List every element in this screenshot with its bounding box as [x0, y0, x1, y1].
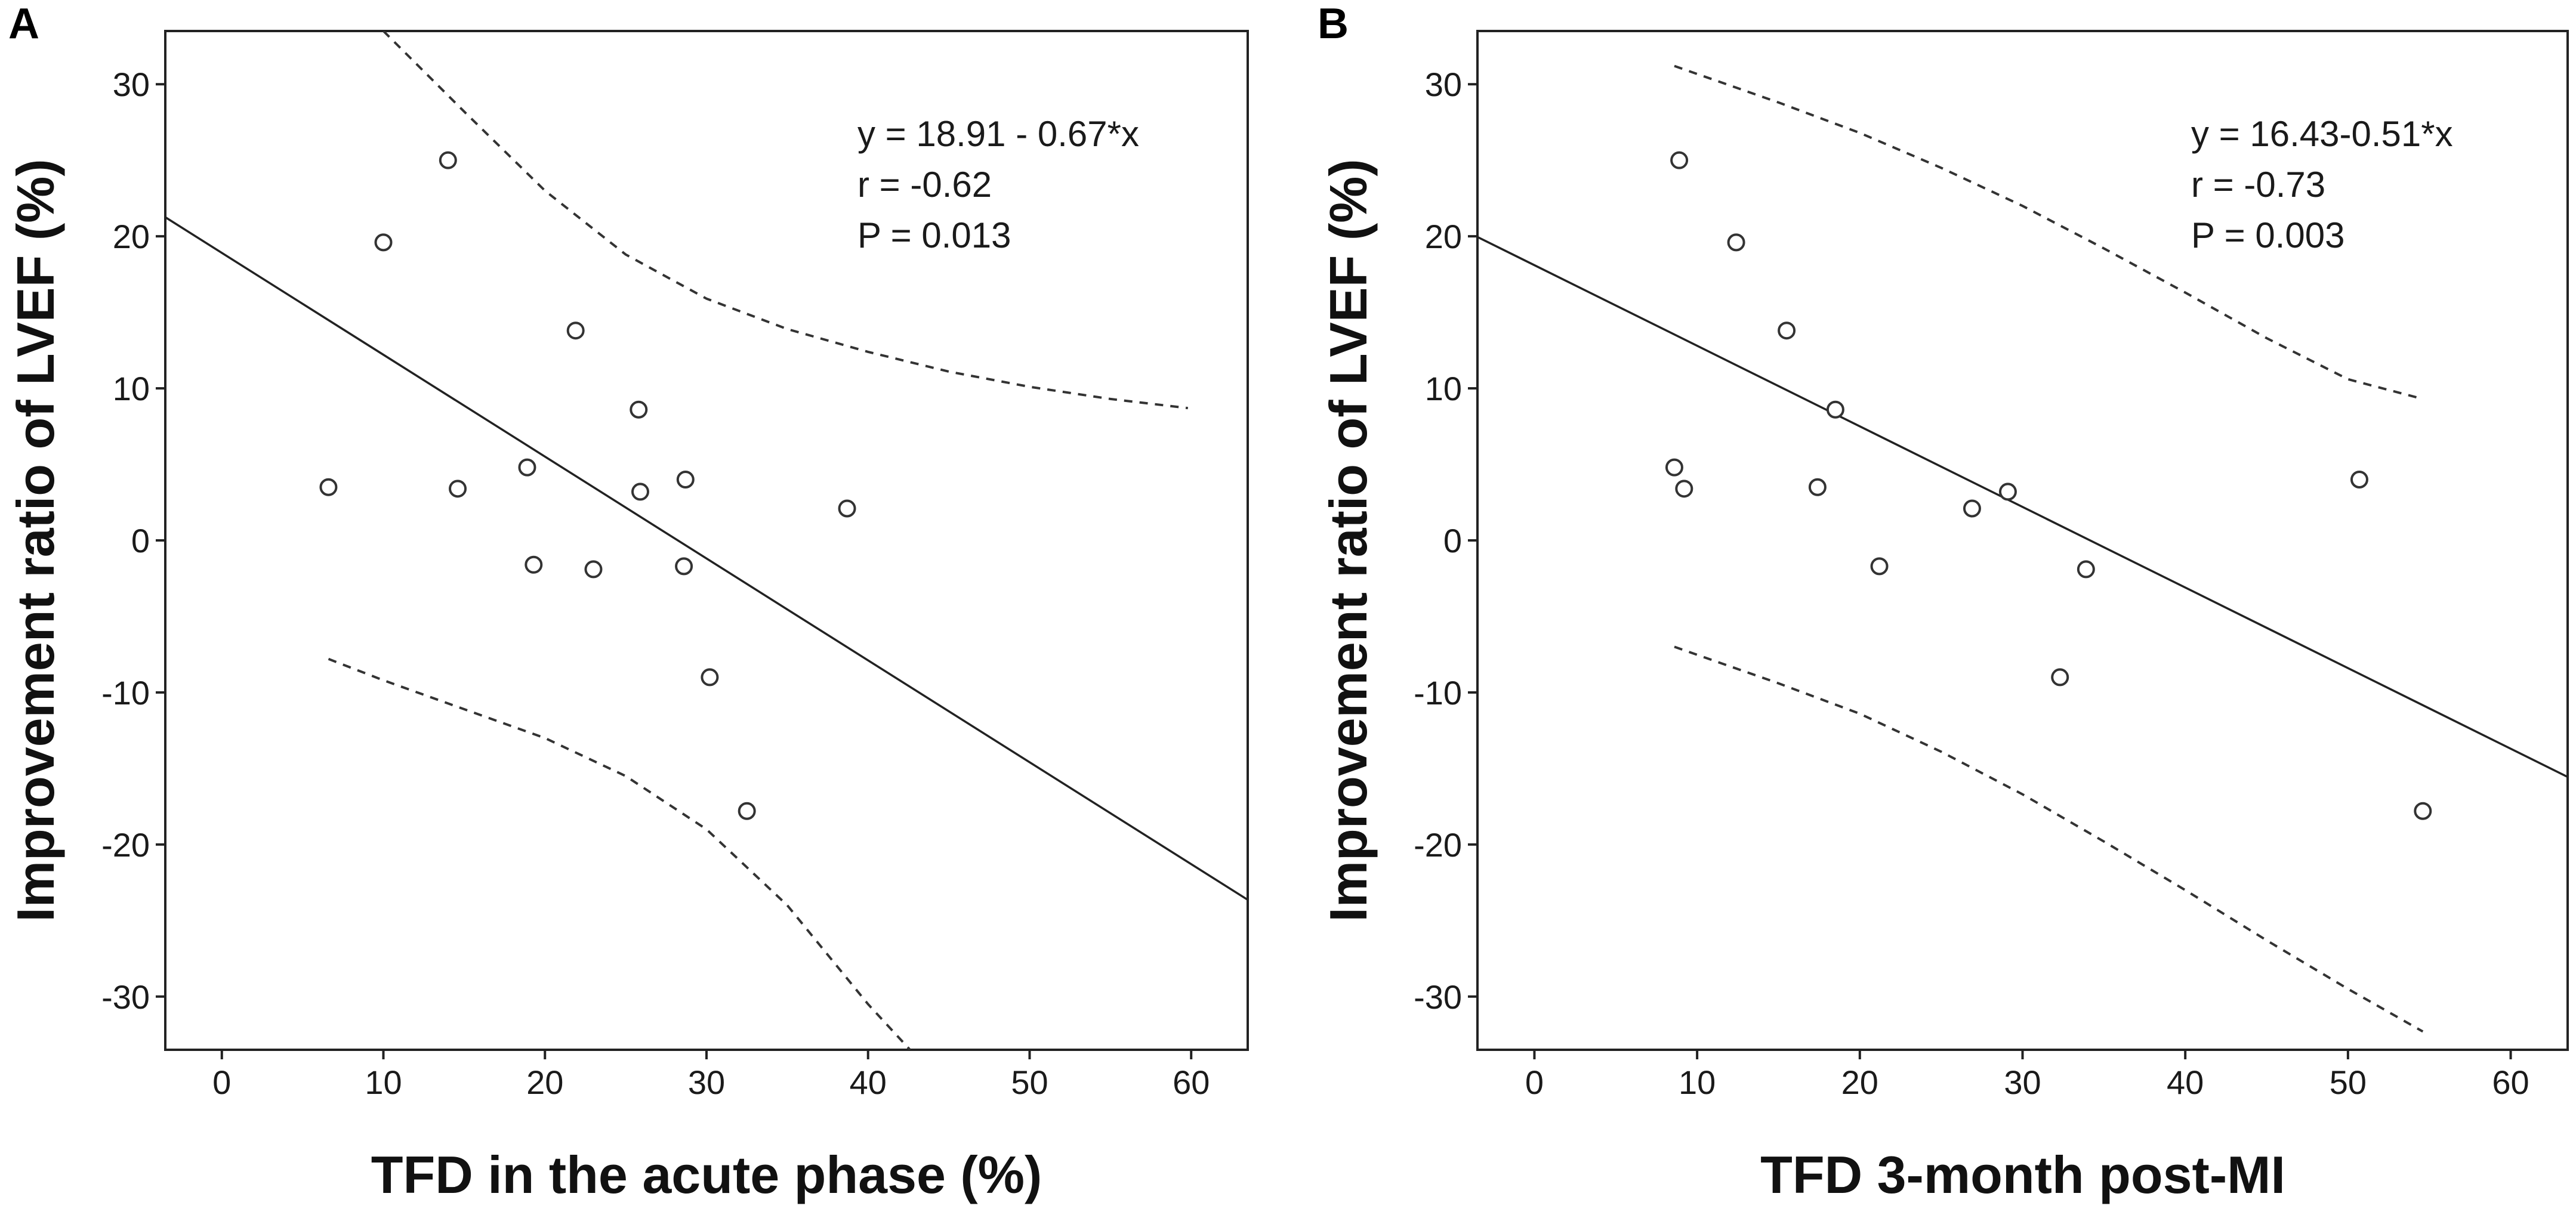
panel-a-p-value: P = 0.013 — [857, 215, 1011, 255]
y-tick-label: 10 — [1425, 370, 1462, 407]
data-point — [675, 557, 693, 576]
y-tick-label: -10 — [101, 674, 150, 712]
data-point — [2350, 471, 2368, 489]
y-tick-label: 20 — [1425, 218, 1462, 255]
x-tick-label: 50 — [1011, 1063, 1048, 1101]
panel-b-annotation: y = 16.43-0.51*x r = -0.73 P = 0.003 — [2191, 114, 2453, 255]
data-point — [738, 802, 756, 820]
y-tick-label: -20 — [1414, 826, 1462, 864]
panel-a-equation: y = 18.91 - 0.67*x — [857, 114, 1139, 154]
data-point — [676, 471, 695, 489]
data-point — [1675, 480, 1693, 498]
x-tick-label: 40 — [850, 1063, 887, 1101]
data-point — [631, 483, 649, 501]
panel-a-data-layer — [165, 31, 1248, 1050]
data-point — [2077, 560, 2095, 579]
x-tick-label: 20 — [526, 1063, 563, 1101]
x-tick-label: 0 — [212, 1063, 231, 1101]
data-point — [439, 151, 457, 169]
y-tick-label: -30 — [101, 978, 150, 1016]
panel-a-plot-frame — [164, 30, 1249, 1051]
panel-a: A -30 -20 -10 0 10 20 30 0 10 20 30 40 5… — [6, 0, 1249, 1204]
panel-a-y-tick-labels: -30 -20 -10 0 10 20 30 — [101, 66, 150, 1016]
panel-b-y-axis-title: Improvement ratio of LVEF (%) — [1319, 159, 1378, 922]
data-point — [630, 400, 648, 419]
data-point — [319, 478, 338, 496]
panel-b-equation: y = 16.43-0.51*x — [2191, 114, 2453, 154]
panel-b-ticks — [1468, 83, 2512, 1059]
y-tick-label: 10 — [113, 370, 150, 407]
y-tick-label: 20 — [113, 218, 150, 255]
x-tick-label: 0 — [1525, 1063, 1544, 1101]
panel-a-letter: A — [8, 0, 39, 48]
data-point — [584, 560, 603, 579]
data-point — [2051, 668, 2069, 687]
panel-b-lower-confidence-band — [1674, 645, 2424, 1033]
panel-b-letter: B — [1318, 0, 1349, 48]
panel-a-r-value: r = -0.62 — [857, 165, 992, 205]
data-point — [374, 233, 393, 252]
panel-a-x-axis-title: TFD in the acute phase (%) — [371, 1145, 1042, 1204]
x-tick-label: 20 — [1841, 1063, 1878, 1101]
x-tick-label: 40 — [2167, 1063, 2204, 1101]
x-tick-label: 50 — [2330, 1063, 2367, 1101]
y-tick-label: 0 — [131, 522, 150, 559]
data-point — [566, 321, 585, 340]
data-point — [1826, 400, 1844, 419]
x-tick-label: 30 — [688, 1063, 725, 1101]
panel-b-x-tick-labels: 0 10 20 30 40 50 60 — [1525, 1063, 2529, 1101]
x-tick-label: 60 — [1173, 1063, 1210, 1101]
data-point — [525, 555, 543, 574]
panel-a-upper-confidence-band — [382, 31, 1189, 410]
y-tick-label: -10 — [1414, 674, 1462, 712]
data-point — [518, 458, 536, 477]
data-point — [701, 668, 719, 687]
y-tick-label: 30 — [113, 66, 150, 103]
x-tick-label: 60 — [2492, 1063, 2529, 1101]
panel-b-regression-line — [1477, 236, 2568, 778]
data-point — [1998, 483, 2017, 501]
panel-a-lower-confidence-band — [328, 657, 911, 1050]
x-tick-label: 30 — [2004, 1063, 2041, 1101]
panel-a-regression-line — [165, 216, 1248, 901]
panel-a-y-axis-title: Improvement ratio of LVEF (%) — [6, 159, 65, 922]
panel-b: B -30 -20 -10 0 10 20 30 0 10 20 30 40 5… — [1318, 0, 2569, 1204]
panel-a-annotation: y = 18.91 - 0.67*x r = -0.62 P = 0.013 — [857, 114, 1139, 255]
x-tick-label: 10 — [1679, 1063, 1716, 1101]
data-point — [2414, 802, 2432, 820]
x-tick-label: 10 — [365, 1063, 402, 1101]
data-point — [449, 480, 467, 498]
y-tick-label: 0 — [1443, 522, 1462, 559]
data-point — [1963, 499, 1981, 518]
data-point — [1727, 233, 1745, 252]
data-point — [1670, 151, 1689, 169]
panel-b-x-axis-title: TFD 3-month post-MI — [1760, 1145, 2285, 1204]
panel-b-p-value: P = 0.003 — [2191, 215, 2344, 255]
y-tick-label: 30 — [1425, 66, 1462, 103]
panel-a-ticks — [156, 83, 1193, 1059]
data-point — [1778, 321, 1796, 340]
panel-b-y-tick-labels: -30 -20 -10 0 10 20 30 — [1414, 66, 1462, 1016]
data-point — [1808, 478, 1827, 496]
data-point — [838, 499, 856, 518]
panel-b-plot-frame — [1476, 30, 2569, 1051]
data-point — [1870, 557, 1889, 576]
y-tick-label: -30 — [1414, 978, 1462, 1016]
y-tick-label: -20 — [101, 826, 150, 864]
data-point — [1665, 458, 1683, 477]
panel-a-x-tick-labels: 0 10 20 30 40 50 60 — [212, 1063, 1210, 1101]
panel-b-data-layer — [1477, 64, 2568, 1033]
panel-b-r-value: r = -0.73 — [2191, 165, 2325, 205]
panel-b-upper-confidence-band — [1674, 64, 2423, 400]
